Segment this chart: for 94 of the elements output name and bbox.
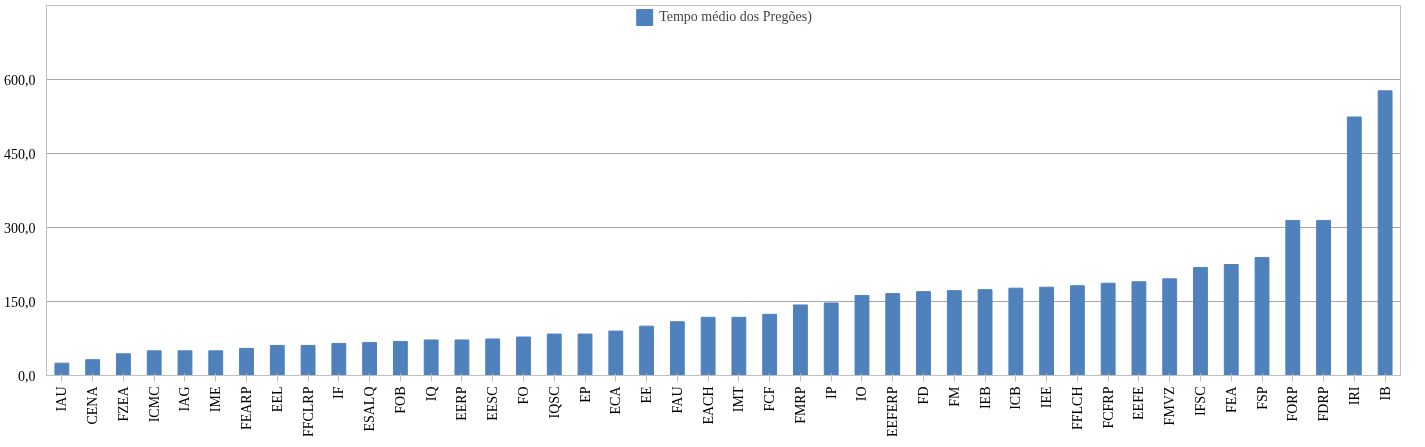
x-tick-label: EP (577, 386, 593, 403)
x-tick-label: EEL (269, 386, 285, 413)
x-tick-label: IAG (177, 386, 193, 412)
bar (54, 362, 70, 376)
x-tick-label: IMT (731, 386, 747, 413)
x-tick-label: FMRP (792, 386, 808, 424)
x-tick-label: FCFRP (1100, 386, 1116, 429)
bar (577, 333, 593, 376)
x-tick-label: FFLCH (1069, 386, 1085, 431)
x-tick-label: IRI (1346, 386, 1362, 406)
x-tick-label: EEFERP (885, 386, 901, 438)
x-tick-label: FCF (762, 386, 778, 412)
x-tick-label: FSP (1254, 386, 1270, 410)
x-tick-label: ECA (608, 385, 624, 415)
bar (885, 293, 901, 376)
x-tick-label: FO (515, 386, 531, 405)
bar (392, 340, 408, 376)
x-tick-label: IF (331, 386, 347, 399)
bar (1162, 278, 1178, 376)
bar (1193, 266, 1208, 376)
bar (239, 347, 254, 376)
legend-label: Tempo médio dos Pregões) (659, 9, 812, 25)
y-tick-label: 300,0 (4, 220, 36, 236)
x-tick-label: FEA (1223, 385, 1239, 413)
x-tick-label: FDRP (1316, 386, 1332, 422)
x-tick-label: FD (916, 386, 932, 405)
x-tick-label: FFCLRP (300, 386, 316, 438)
bar (516, 336, 531, 376)
x-tick-label: FORP (1285, 386, 1301, 422)
bar (946, 290, 962, 376)
x-tick-label: FM (946, 385, 962, 407)
bar (85, 359, 101, 376)
bar (1346, 116, 1362, 376)
x-tick-label: ESALQ (362, 386, 378, 432)
x-tick-label: FAU (669, 386, 685, 414)
bar (116, 353, 131, 376)
bar (1223, 264, 1239, 376)
bar (546, 333, 562, 376)
bar (700, 316, 716, 376)
bar (1377, 90, 1393, 376)
y-tick-label: 600,0 (4, 72, 36, 88)
x-tick-label: FZEA (115, 385, 131, 422)
bar (1069, 285, 1085, 376)
bar (1100, 282, 1116, 376)
bar (454, 339, 470, 376)
x-tick-label: IB (1377, 386, 1393, 401)
bar (977, 289, 993, 376)
x-tick-label: ICB (1008, 386, 1024, 410)
y-tick-label: 150,0 (4, 294, 36, 310)
x-tick-label: FOB (392, 386, 408, 414)
x-tick-label: IEB (977, 386, 993, 410)
x-tick-label: IAU (54, 386, 70, 412)
bar (916, 291, 931, 376)
x-tick-label: EERP (454, 386, 470, 421)
x-tick-label: IP (823, 386, 839, 399)
bar (1254, 257, 1270, 376)
bar (793, 304, 808, 376)
x-tick-label: ICMC (146, 386, 162, 423)
bar (177, 350, 193, 376)
bar (146, 350, 162, 376)
x-tick-label: CENA (85, 385, 101, 425)
x-tick-label: EESC (485, 386, 501, 421)
bar (854, 295, 870, 376)
bar (1008, 287, 1024, 376)
x-tick-label: IEE (1039, 386, 1055, 409)
bar (731, 316, 747, 376)
x-tick-label: IQSC (546, 386, 562, 419)
bar (1316, 220, 1331, 376)
bar (823, 302, 839, 376)
x-tick-label: IQ (423, 386, 439, 402)
x-tick-label: IO (854, 386, 870, 402)
x-tick-label: EEFE (1131, 386, 1147, 420)
bar (362, 341, 378, 376)
bar (485, 338, 501, 376)
bar (208, 350, 224, 376)
bar (300, 344, 316, 376)
y-tick-label: 450,0 (4, 146, 36, 162)
x-tick-label: EACH (700, 386, 716, 425)
y-tick-label: 0,0 (18, 368, 36, 384)
x-tick-label: FEARP (239, 386, 255, 431)
x-tick-label: IFSC (1192, 386, 1208, 417)
bar (762, 313, 778, 376)
bar (269, 344, 285, 376)
bar (1039, 286, 1055, 376)
bar (1285, 220, 1301, 376)
bar (639, 325, 654, 376)
bar (331, 342, 347, 376)
x-tick-label: EE (639, 386, 655, 404)
bar (669, 321, 685, 376)
x-tick-label: FMVZ (1162, 386, 1178, 426)
bar (1131, 281, 1147, 376)
x-tick-label: IME (208, 386, 224, 413)
bar (423, 339, 439, 376)
bar (608, 330, 624, 376)
